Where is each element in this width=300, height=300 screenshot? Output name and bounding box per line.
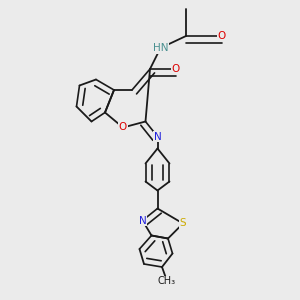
Text: HN: HN <box>153 43 168 53</box>
Text: CH₃: CH₃ <box>158 276 175 286</box>
Text: N: N <box>139 215 146 226</box>
Text: O: O <box>119 122 127 133</box>
Text: N: N <box>154 131 161 142</box>
Text: O: O <box>171 64 180 74</box>
Text: S: S <box>180 218 186 229</box>
Text: O: O <box>218 31 226 41</box>
